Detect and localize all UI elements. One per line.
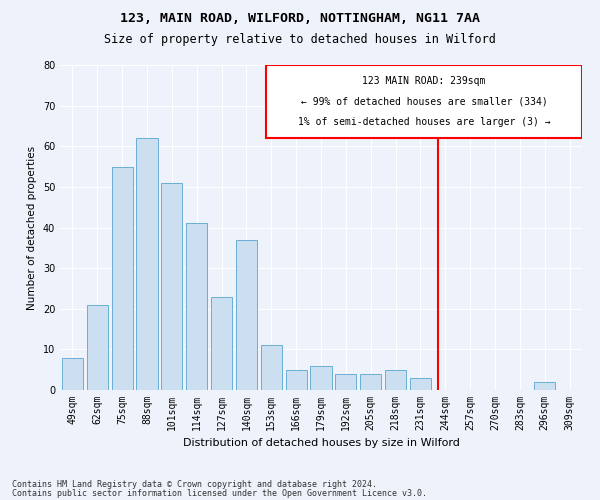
Bar: [236, 240, 257, 390]
Bar: [286, 370, 307, 390]
FancyBboxPatch shape: [266, 65, 582, 138]
Bar: [161, 183, 182, 390]
Bar: [211, 296, 232, 390]
Bar: [360, 374, 381, 390]
X-axis label: Distribution of detached houses by size in Wilford: Distribution of detached houses by size …: [182, 438, 460, 448]
Bar: [410, 378, 431, 390]
Bar: [87, 304, 108, 390]
Text: Contains HM Land Registry data © Crown copyright and database right 2024.: Contains HM Land Registry data © Crown c…: [12, 480, 377, 489]
Bar: [335, 374, 356, 390]
Bar: [136, 138, 158, 390]
Y-axis label: Number of detached properties: Number of detached properties: [27, 146, 37, 310]
Bar: [534, 382, 555, 390]
Bar: [385, 370, 406, 390]
Text: 123, MAIN ROAD, WILFORD, NOTTINGHAM, NG11 7AA: 123, MAIN ROAD, WILFORD, NOTTINGHAM, NG1…: [120, 12, 480, 26]
Bar: [186, 224, 207, 390]
Bar: [62, 358, 83, 390]
Bar: [310, 366, 332, 390]
Bar: [112, 166, 133, 390]
Bar: [261, 346, 282, 390]
Text: 123 MAIN ROAD: 239sqm: 123 MAIN ROAD: 239sqm: [362, 76, 486, 86]
Text: ← 99% of detached houses are smaller (334): ← 99% of detached houses are smaller (33…: [301, 96, 548, 106]
Text: Size of property relative to detached houses in Wilford: Size of property relative to detached ho…: [104, 32, 496, 46]
Text: Contains public sector information licensed under the Open Government Licence v3: Contains public sector information licen…: [12, 488, 427, 498]
Text: 1% of semi-detached houses are larger (3) →: 1% of semi-detached houses are larger (3…: [298, 117, 550, 127]
